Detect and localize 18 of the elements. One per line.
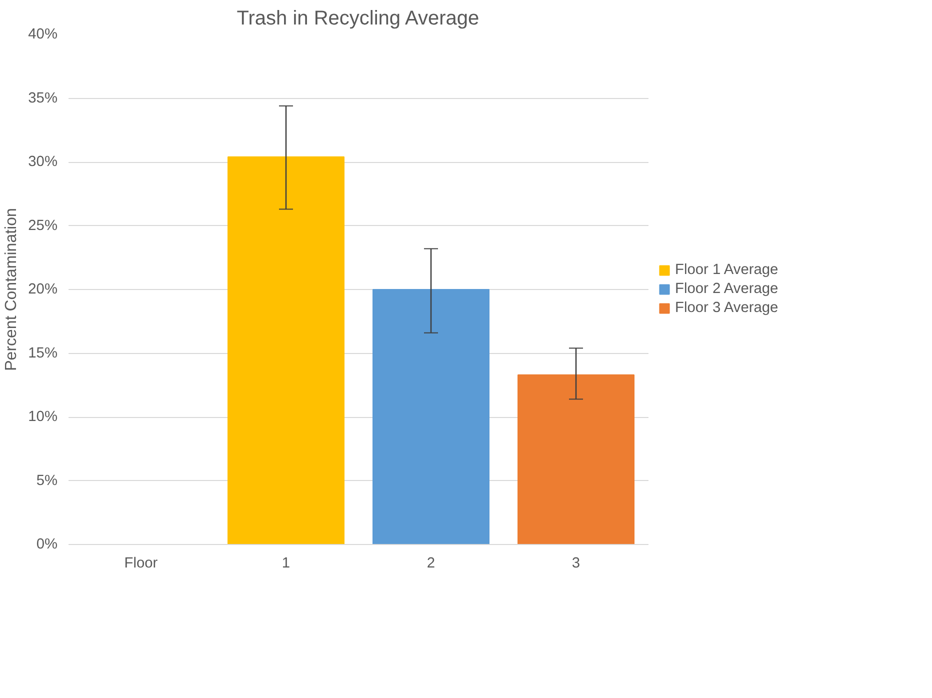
y-axis-title: Percent Contamination [3, 208, 20, 371]
legend-label: Floor 3 Average [675, 300, 778, 316]
y-tick-label: 20% [28, 282, 58, 298]
y-tick-label: 40% [28, 26, 58, 42]
y-tick-label: 30% [28, 154, 58, 170]
y-tick-label: 10% [28, 409, 58, 425]
x-tick-label: 1 [282, 556, 290, 572]
y-tick-label: 25% [28, 218, 58, 234]
legend-label: Floor 2 Average [675, 281, 778, 297]
y-tick-label: 5% [36, 472, 58, 489]
y-tick-label: 15% [28, 345, 58, 362]
x-tick-label: 3 [572, 556, 580, 572]
chart-title: Trash in Recycling Average [236, 8, 480, 30]
y-tick-label: 0% [36, 536, 58, 552]
x-tick-label: Floor [124, 556, 158, 572]
y-tick-label: 35% [28, 90, 58, 106]
x-tick-label: 2 [426, 556, 436, 572]
legend-label: Floor 1 Average [675, 262, 778, 278]
